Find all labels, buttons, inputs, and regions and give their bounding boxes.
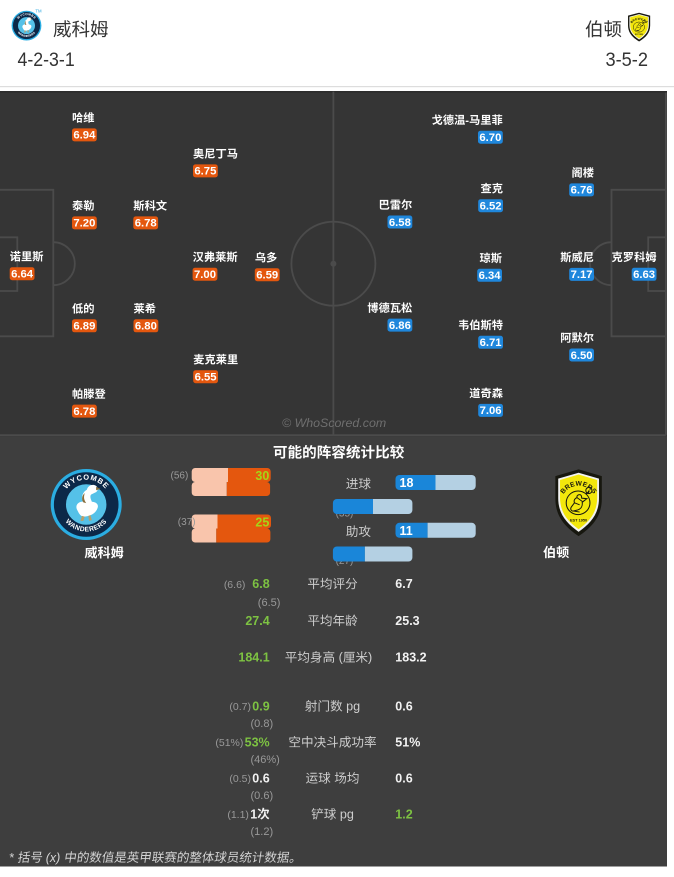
svg-text:0.9: 0.9 xyxy=(252,699,269,713)
svg-text:25.3: 25.3 xyxy=(395,614,419,628)
svg-text:(51%): (51%) xyxy=(215,737,243,749)
svg-text:© WhoScored.com: © WhoScored.com xyxy=(282,416,386,430)
svg-text:(1.1): (1.1) xyxy=(227,809,249,821)
svg-text:(0.5): (0.5) xyxy=(229,773,251,785)
svg-text:27.4: 27.4 xyxy=(245,614,269,628)
svg-text:TM: TM xyxy=(35,9,42,14)
svg-text:7.06: 7.06 xyxy=(480,405,502,417)
svg-text:6.52: 6.52 xyxy=(480,201,502,213)
svg-text:(35): (35) xyxy=(336,509,354,520)
svg-text:0.6: 0.6 xyxy=(252,771,269,785)
svg-text:(0.6): (0.6) xyxy=(251,790,274,802)
svg-text:WANDERERS: WANDERERS xyxy=(17,31,36,38)
svg-text:(x): (x) xyxy=(42,851,64,865)
svg-text:6.71: 6.71 xyxy=(480,337,502,349)
svg-text:EST 1950: EST 1950 xyxy=(570,518,587,522)
svg-text:BREWERS: BREWERS xyxy=(629,17,648,24)
svg-text:6.34: 6.34 xyxy=(479,270,502,282)
svg-text:0.6: 0.6 xyxy=(395,771,412,785)
svg-text:6.50: 6.50 xyxy=(571,350,593,362)
svg-text:(: ( xyxy=(335,651,343,665)
svg-text:6.76: 6.76 xyxy=(571,185,593,197)
svg-text:(27): (27) xyxy=(336,556,354,567)
svg-text:1: 1 xyxy=(250,807,257,821)
svg-text:(0.8): (0.8) xyxy=(251,718,274,730)
svg-text:(37): (37) xyxy=(178,517,196,528)
svg-text:pg: pg xyxy=(343,700,361,714)
svg-text:WYCOMBE: WYCOMBE xyxy=(16,12,37,20)
svg-text:6.89: 6.89 xyxy=(73,321,95,333)
svg-text:EST 1950: EST 1950 xyxy=(635,34,643,36)
svg-text:(6.5): (6.5) xyxy=(258,597,281,609)
svg-text:6.55: 6.55 xyxy=(195,372,217,384)
svg-text:183.2: 183.2 xyxy=(395,650,426,664)
svg-text:7.00: 7.00 xyxy=(194,269,216,281)
svg-text:184.1: 184.1 xyxy=(238,650,269,664)
svg-text:6.86: 6.86 xyxy=(389,320,411,332)
svg-text:4-2-3-1: 4-2-3-1 xyxy=(18,49,75,71)
svg-text:6.59: 6.59 xyxy=(256,270,278,282)
svg-text:(6.6): (6.6) xyxy=(224,579,246,591)
svg-text:1.2: 1.2 xyxy=(395,807,412,821)
svg-text:6.7: 6.7 xyxy=(395,577,412,591)
svg-text:): ) xyxy=(368,651,372,665)
svg-text:-: - xyxy=(465,115,469,127)
svg-text:0.6: 0.6 xyxy=(395,699,412,713)
svg-text:6.78: 6.78 xyxy=(135,218,157,230)
svg-text:7.20: 7.20 xyxy=(73,218,95,230)
svg-text:*: * xyxy=(9,851,17,865)
svg-text:6.78: 6.78 xyxy=(73,406,95,418)
svg-text:。: 。 xyxy=(289,851,302,865)
svg-text:6.75: 6.75 xyxy=(194,166,216,178)
svg-text:3-5-2: 3-5-2 xyxy=(606,49,649,71)
svg-text:(1.2): (1.2) xyxy=(251,826,274,838)
svg-text:6.80: 6.80 xyxy=(135,321,157,333)
svg-text:11: 11 xyxy=(400,524,413,538)
svg-text:(56): (56) xyxy=(171,471,189,482)
svg-text:6.94: 6.94 xyxy=(73,130,96,142)
svg-text:(0.7): (0.7) xyxy=(229,701,251,713)
svg-text:25: 25 xyxy=(255,516,269,530)
svg-text:7.17: 7.17 xyxy=(571,269,593,281)
svg-text:(46%): (46%) xyxy=(251,754,280,766)
svg-text:6.70: 6.70 xyxy=(479,132,501,144)
svg-text:6.8: 6.8 xyxy=(252,577,269,591)
svg-text:6.63: 6.63 xyxy=(633,269,655,281)
svg-text:pg: pg xyxy=(336,808,354,822)
svg-text:18: 18 xyxy=(400,476,414,490)
svg-text:6.64: 6.64 xyxy=(11,269,34,281)
svg-text:53%: 53% xyxy=(245,735,270,749)
svg-text:51%: 51% xyxy=(395,735,420,749)
svg-text:30: 30 xyxy=(255,469,269,483)
svg-text:6.58: 6.58 xyxy=(389,217,411,229)
